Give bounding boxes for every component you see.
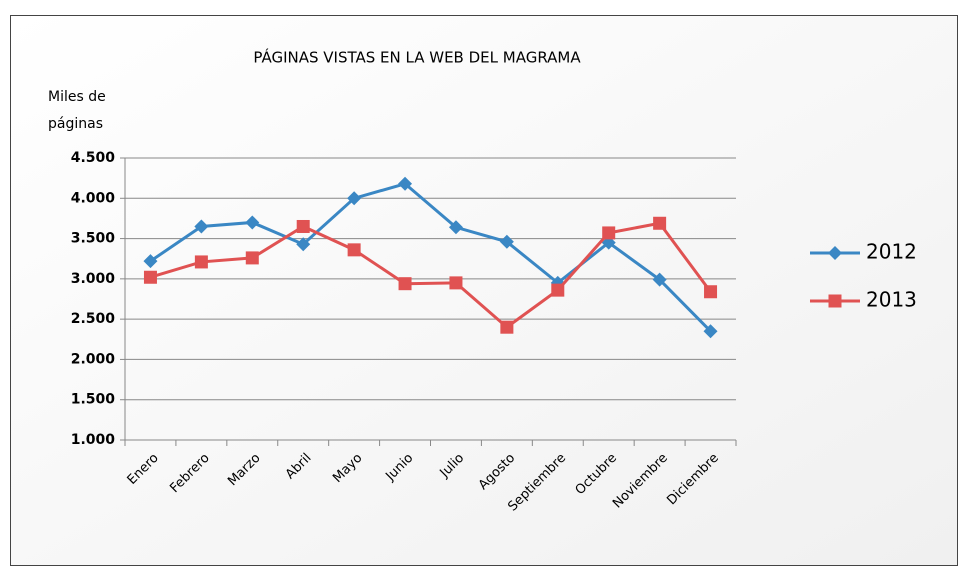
marker <box>828 294 842 308</box>
y-tick-label: 3.000 <box>71 271 116 287</box>
y-tick-label: 1.000 <box>71 432 116 448</box>
marker <box>398 277 412 291</box>
y-axis-label: Miles de <box>48 89 106 105</box>
y-axis-label: páginas <box>48 116 103 132</box>
marker <box>828 246 842 260</box>
legend-label: 2012 <box>866 240 917 264</box>
legend-label: 2013 <box>866 288 917 312</box>
marker <box>347 243 361 257</box>
marker <box>194 255 208 269</box>
marker <box>245 215 260 230</box>
marker <box>703 324 718 339</box>
marker <box>500 320 514 334</box>
y-tick-label: 2.500 <box>71 311 116 327</box>
y-tick-label: 3.500 <box>71 231 116 247</box>
marker <box>551 283 565 297</box>
series-line <box>149 182 712 333</box>
series-line <box>150 221 712 330</box>
marker <box>448 220 463 235</box>
chart-title: PÁGINAS VISTAS EN LA WEB DEL MAGRAMA <box>253 48 581 67</box>
marker <box>652 272 667 287</box>
marker <box>143 270 157 284</box>
y-tick-label: 1.500 <box>71 392 116 408</box>
marker <box>602 226 616 240</box>
y-tick-label: 2.000 <box>71 351 116 367</box>
marker <box>704 285 718 299</box>
marker <box>449 276 463 290</box>
marker <box>245 251 259 265</box>
marker <box>296 219 310 233</box>
marker <box>347 191 362 206</box>
marker <box>143 254 158 269</box>
y-tick-label: 4.000 <box>71 190 116 206</box>
y-tick-label: 4.500 <box>71 150 116 166</box>
frame <box>10 15 958 566</box>
marker <box>398 176 413 191</box>
marker <box>296 237 311 252</box>
marker <box>194 219 209 234</box>
marker <box>653 216 667 230</box>
marker <box>499 234 514 249</box>
